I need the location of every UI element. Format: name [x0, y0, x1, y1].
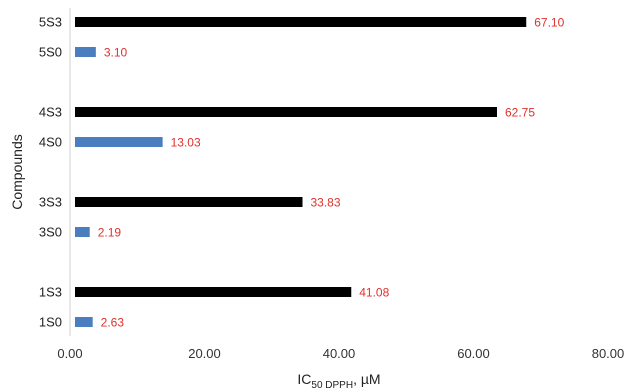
category-label-3s0: 3S0	[39, 225, 62, 240]
category-label-5s0: 5S0	[39, 45, 62, 60]
x-axis-title-main: IC	[297, 371, 311, 387]
x-axis-title-suffix: , µM	[353, 371, 381, 387]
data-label-5s0: 3.10	[104, 46, 128, 60]
data-label-1s0: 2.63	[101, 316, 125, 330]
category-label-1s3: 1S3	[39, 285, 62, 300]
x-tick-label: 60.00	[457, 346, 490, 361]
data-labels-group: 2.63 41.08 2.19 33.83 13.03 62.75 3.10 67.10	[98, 16, 565, 330]
x-axis-title-subscript: 50 DPPH	[311, 380, 353, 391]
data-label-4s3: 62.75	[505, 106, 535, 120]
category-label-4s0: 4S0	[39, 135, 62, 150]
bar-1s0	[75, 317, 93, 327]
data-label-4s0: 13.03	[171, 136, 201, 150]
data-label-3s3: 33.83	[311, 196, 341, 210]
bars-group	[75, 17, 527, 327]
bar-5s0	[75, 47, 96, 57]
x-tick-label: 40.00	[323, 346, 356, 361]
category-label-1s0: 1S0	[39, 315, 62, 330]
data-label-1s3: 41.08	[359, 286, 389, 300]
bar-4s3	[75, 107, 497, 117]
bar-4s0	[75, 137, 163, 147]
bar-3s3	[75, 197, 303, 207]
data-label-5s3: 67.10	[534, 16, 564, 30]
bar-5s3	[75, 17, 527, 27]
data-label-3s0: 2.19	[98, 226, 122, 240]
category-label-3s3: 3S3	[39, 195, 62, 210]
bar-1s3	[75, 287, 352, 297]
x-tick-label: 20.00	[188, 346, 221, 361]
y-axis-title: Compounds	[9, 134, 25, 210]
category-label-4s3: 4S3	[39, 105, 62, 120]
category-labels-group: 1S0 1S3 3S0 3S3 4S0 4S3 5S0 5S3	[39, 15, 62, 330]
bar-3s0	[75, 227, 90, 237]
x-tick-labels-group: 0.00 20.00 40.00 60.00 80.00	[57, 346, 624, 361]
x-tick-label: 0.00	[57, 346, 82, 361]
x-axis-title: IC50 DPPH, µM	[297, 371, 380, 391]
x-tick-label: 80.00	[592, 346, 625, 361]
category-label-5s3: 5S3	[39, 15, 62, 30]
